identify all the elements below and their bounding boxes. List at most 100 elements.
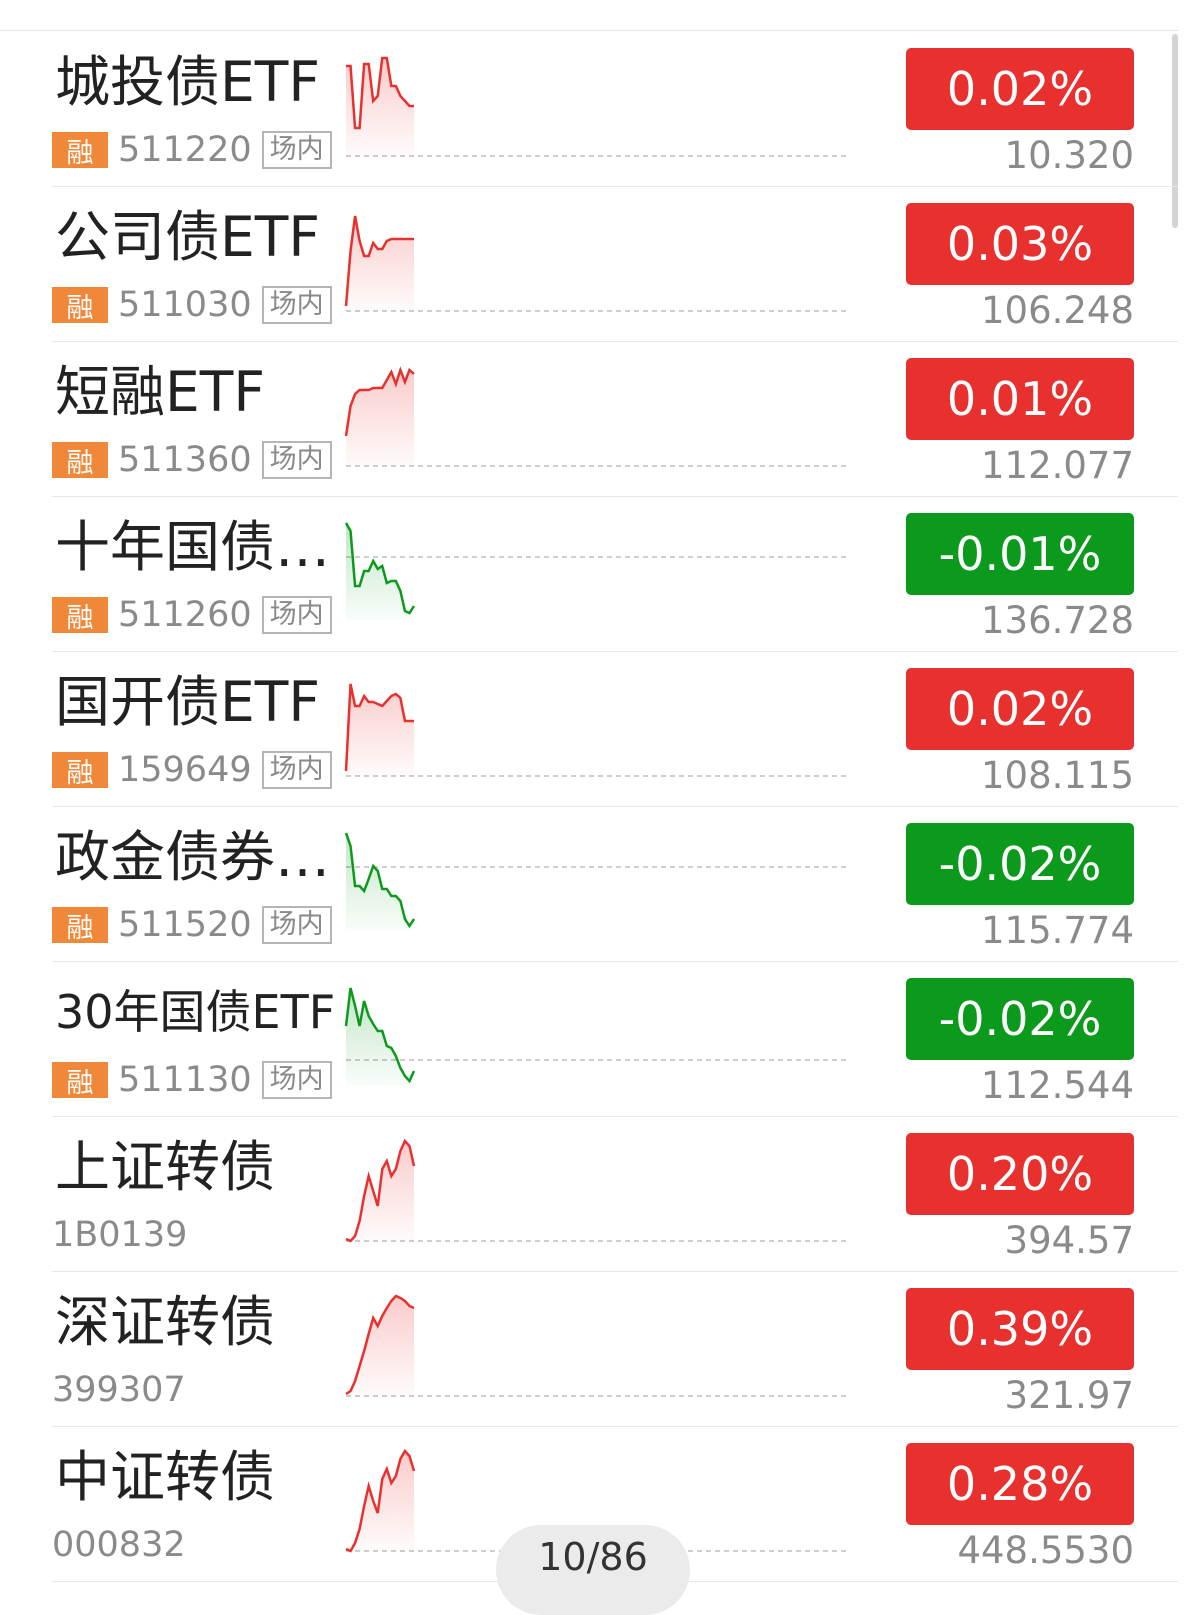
intraday-sparkline [344,987,850,1086]
last-price: 112.077 [980,444,1134,487]
sparkline-line [344,366,415,437]
margin-trading-badge: 融 [52,907,108,944]
security-code: 511220 [118,130,252,170]
change-percent-badge[interactable]: 0.02% [906,668,1134,750]
margin-trading-badge: 融 [52,132,108,169]
quote-row[interactable]: 中证转债 000832 0.28% 448.5530 [0,1427,1178,1582]
security-name: 公司债ETF [55,205,320,269]
security-meta: 融 511220 场内 [52,130,332,170]
sparkline-line [345,1138,416,1243]
security-meta: 融 511520 场内 [52,905,332,945]
security-meta: 融 511130 场内 [52,1060,332,1100]
last-price: 112.544 [980,1064,1134,1107]
intraday-sparkline [344,366,850,467]
last-price: 106.248 [980,289,1134,332]
security-name: 30年国债ETF [55,985,336,1039]
sparkline-area [346,684,414,776]
last-price: 115.774 [980,909,1134,952]
quote-row[interactable]: 30年国债ETF 融 511130 场内 -0.02% 112.544 [0,962,1178,1117]
security-code: 1B0139 [52,1215,188,1255]
margin-trading-badge: 融 [52,1062,108,1099]
intraday-sparkline [346,56,850,157]
margin-trading-badge: 融 [52,287,108,324]
security-meta: 融 511360 场内 [52,440,332,480]
security-name: 城投债ETF [55,50,320,114]
margin-trading-badge: 融 [52,752,108,789]
change-percent-badge[interactable]: 0.01% [906,358,1134,440]
intraday-sparkline [345,1294,850,1397]
exchange-tag: 场内 [261,596,332,634]
security-meta: 融 511030 场内 [52,285,332,325]
sparkline-line [346,56,414,130]
security-code: 399307 [52,1370,186,1410]
security-meta: 1B0139 [52,1215,187,1255]
sparkline-line [344,683,414,772]
last-price: 108.115 [980,754,1134,797]
security-code: 511520 [118,905,252,945]
sparkline-area [346,988,414,1086]
change-percent-badge[interactable]: -0.02% [906,823,1134,905]
change-percent-badge[interactable]: 0.39% [906,1288,1134,1370]
last-price: 321.97 [1004,1374,1134,1417]
security-name: 国开债ETF [55,670,320,734]
sparkline-line [344,832,416,929]
exchange-tag: 场内 [261,286,332,324]
last-price: 10.320 [1004,134,1134,177]
margin-trading-badge: 融 [52,442,108,479]
exchange-tag: 场内 [261,131,332,169]
intraday-sparkline [344,522,850,621]
security-code: 511260 [118,595,252,635]
intraday-sparkline [345,1138,850,1243]
change-percent-badge[interactable]: 0.20% [906,1133,1134,1215]
page-indicator: 10/86 [496,1525,690,1615]
etf-quote-list: 城投债ETF 融 511220 场内 0.02% 10.320 公司债ETF 融 511030 场… [0,32,1178,1582]
intraday-sparkline [344,683,850,777]
sparkline-area [346,370,414,466]
change-percent-badge[interactable]: 0.28% [906,1443,1134,1525]
security-name: 深证转债 [55,1290,276,1354]
security-code: 159649 [118,750,252,790]
quote-row[interactable]: 上证转债 1B0139 0.20% 394.57 [0,1117,1178,1272]
top-divider [0,30,1178,31]
security-code: 511360 [118,440,252,480]
sparkline-line [345,1448,416,1553]
security-code: 511030 [118,285,252,325]
sparkline-area [346,523,414,621]
security-name: 中证转债 [55,1445,276,1509]
exchange-tag: 场内 [261,1061,332,1099]
security-code: 000832 [52,1525,186,1565]
security-meta: 融 511260 场内 [52,595,332,635]
change-percent-badge[interactable]: 0.02% [906,48,1134,130]
security-name: 上证转债 [55,1135,276,1199]
quote-row[interactable]: 国开债ETF 融 159649 场内 0.02% 108.115 [0,652,1178,807]
exchange-tag: 场内 [261,441,332,479]
security-meta: 399307 [52,1370,186,1410]
last-price: 136.728 [980,599,1134,642]
last-price: 394.57 [1004,1219,1134,1262]
sparkline-line [344,522,416,615]
page-indicator-label: 10/86 [538,1535,648,1579]
security-meta: 000832 [52,1525,186,1565]
security-meta: 融 159649 场内 [52,750,332,790]
margin-trading-badge: 融 [52,597,108,634]
quote-row[interactable]: 公司债ETF 融 511030 场内 0.03% 106.248 [0,187,1178,342]
quote-row[interactable]: 深证转债 399307 0.39% 321.97 [0,1272,1178,1427]
sparkline-line [345,1294,415,1396]
change-percent-badge[interactable]: -0.02% [906,978,1134,1060]
sparkline-area [346,216,414,311]
quote-row[interactable]: 短融ETF 融 511360 场内 0.01% 112.077 [0,342,1178,497]
intraday-sparkline [344,215,850,312]
scrollbar[interactable] [1172,34,1178,228]
exchange-tag: 场内 [261,751,332,789]
change-percent-badge[interactable]: 0.03% [906,203,1134,285]
sparkline-area [346,1296,414,1396]
sparkline-line [344,215,414,307]
intraday-sparkline [344,832,850,931]
quote-row[interactable]: 城投债ETF 融 511220 场内 0.02% 10.320 [0,32,1178,187]
change-percent-badge[interactable]: -0.01% [906,513,1134,595]
last-price: 448.5530 [957,1529,1134,1572]
security-name: 短融ETF [55,360,265,424]
security-name: 十年国债ETF [55,515,340,579]
